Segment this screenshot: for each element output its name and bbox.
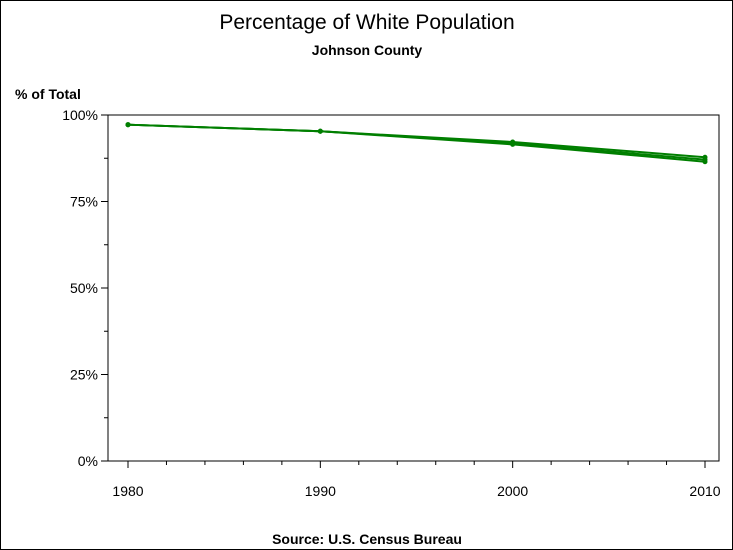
series-layer [125,122,708,165]
data-point [317,128,323,134]
source-footnote: Source: U.S. Census Bureau [272,531,462,547]
data-point [125,122,131,128]
y-tick-label: 25% [70,367,98,383]
y-tick-label: 50% [70,280,98,296]
y-axis-label: % of Total [15,86,81,102]
y-tick-label: 100% [62,107,98,123]
series-line-1 [127,123,706,163]
x-tick-label: 2000 [497,483,528,499]
y-axis: 0% 25% 50% 75% 100% [62,107,108,469]
chart-title: Percentage of White Population [219,11,514,34]
y-tick-label: 75% [70,194,98,210]
data-point [702,157,708,163]
plot-area [107,114,720,462]
x-axis: 1980 1990 2000 2010 [112,461,721,499]
series-line-3 [127,123,706,161]
data-point [510,140,516,146]
chart-subtitle: Johnson County [312,42,423,58]
x-tick-label: 1980 [112,483,143,499]
x-tick-label: 2010 [689,483,720,499]
x-tick-label: 1990 [305,483,336,499]
y-tick-label: 0% [78,453,98,469]
